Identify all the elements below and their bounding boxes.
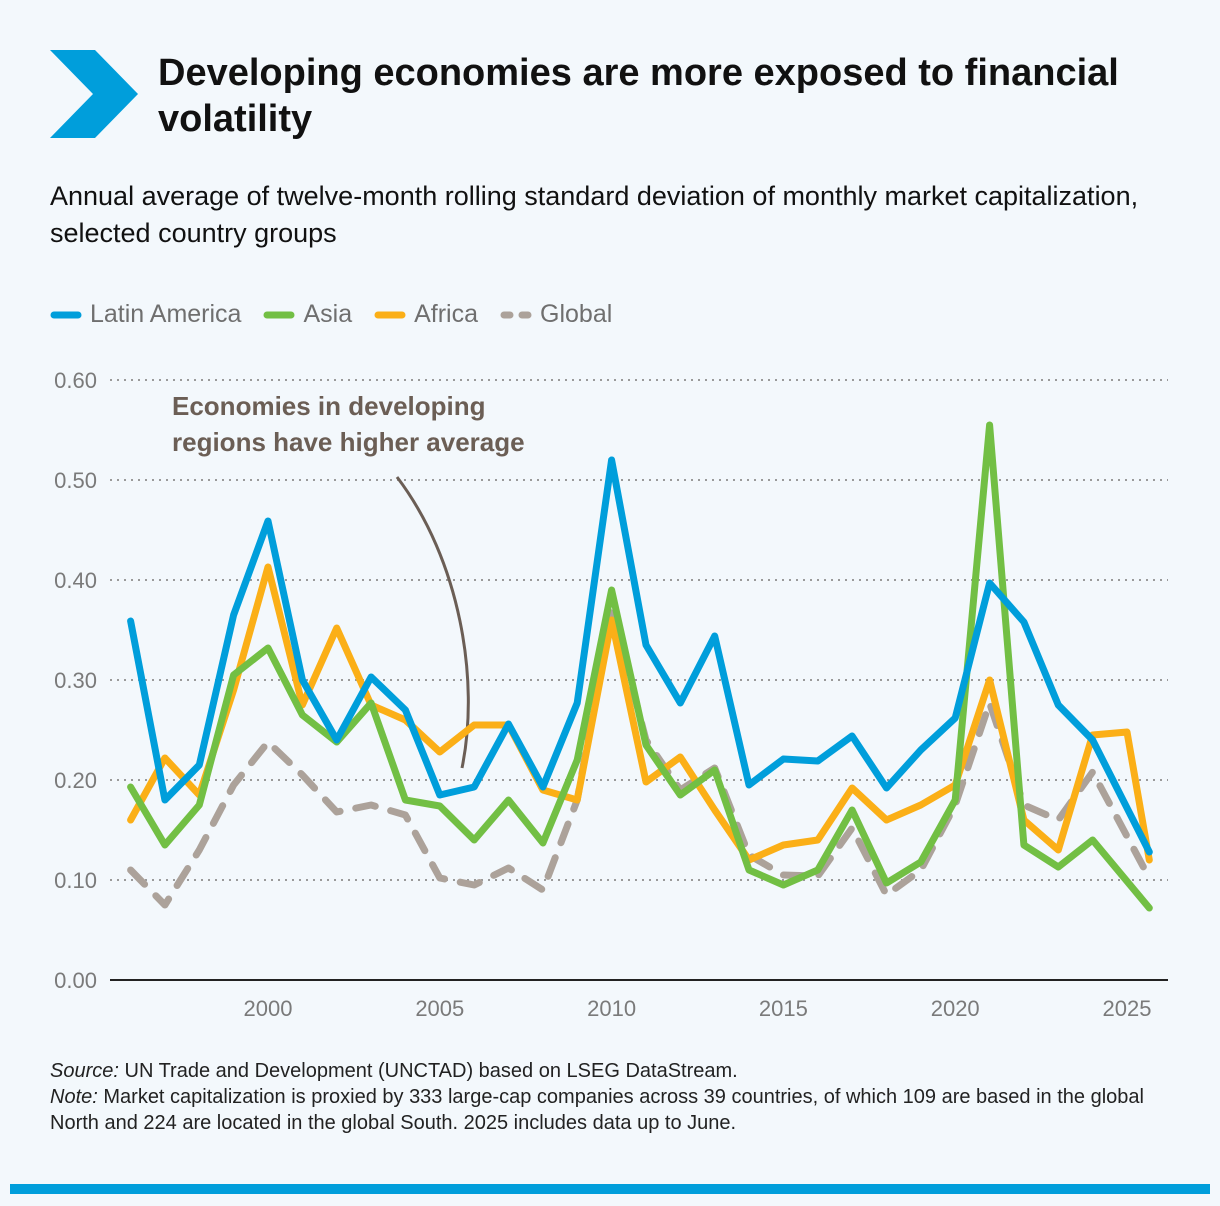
y-tick-label: 0.10 (54, 868, 97, 893)
legend-swatch (263, 311, 295, 318)
y-tick-label: 0.40 (54, 568, 97, 593)
legend-label: Africa (414, 300, 479, 328)
y-tick-label: 0.20 (54, 768, 97, 793)
note-line: Note: Market capitalization is proxied b… (50, 1086, 1144, 1134)
notes: Source: UN Trade and Development (UNCTAD… (50, 1058, 1180, 1136)
bottom-bar (10, 1184, 1210, 1194)
annotation-text: Economies in developing (172, 391, 486, 421)
series-line-africa (127, 563, 1153, 864)
page-title: Developing economies are more exposed to… (158, 52, 1119, 140)
legend-item: Asia (263, 300, 352, 329)
y-tick-label: 0.00 (54, 968, 97, 993)
y-tick-label: 0.60 (54, 368, 97, 393)
legend-label: Global (540, 300, 613, 328)
x-tick-label: 2020 (931, 996, 980, 1021)
x-tick-label: 2025 (1103, 996, 1152, 1021)
legend: Latin America Asia Africa Global (50, 300, 612, 329)
legend-item: Global (500, 300, 612, 329)
legend-item: Africa (374, 300, 478, 329)
chart-subtitle: Annual average of twelve-month rolling s… (50, 181, 1139, 248)
series-line-asia (127, 421, 1153, 912)
line-chart: 0.00 0.10 0.20 0.30 0.40 0.50 0.60 2000 2005 2010… (54, 368, 1168, 1021)
x-tick-label: 2005 (415, 996, 464, 1021)
x-tick-label: 2015 (759, 996, 808, 1021)
legend-label: Asia (303, 300, 353, 328)
y-tick-label: 0.30 (54, 668, 97, 693)
legend-label: Latin America (90, 300, 242, 328)
series-line-latin-america (127, 456, 1153, 856)
chevron-logo-icon (50, 50, 138, 138)
legend-item: Latin America (50, 300, 241, 329)
x-tick-label: 2000 (244, 996, 293, 1021)
legend-swatch (500, 311, 532, 318)
y-tick-label: 0.50 (54, 468, 97, 493)
x-tick-label: 2010 (587, 996, 636, 1021)
legend-swatch (374, 311, 406, 318)
legend-swatch (50, 311, 82, 318)
annotation-text: regions have higher average (172, 427, 525, 457)
source-line: Source: UN Trade and Development (UNCTAD… (50, 1060, 738, 1082)
